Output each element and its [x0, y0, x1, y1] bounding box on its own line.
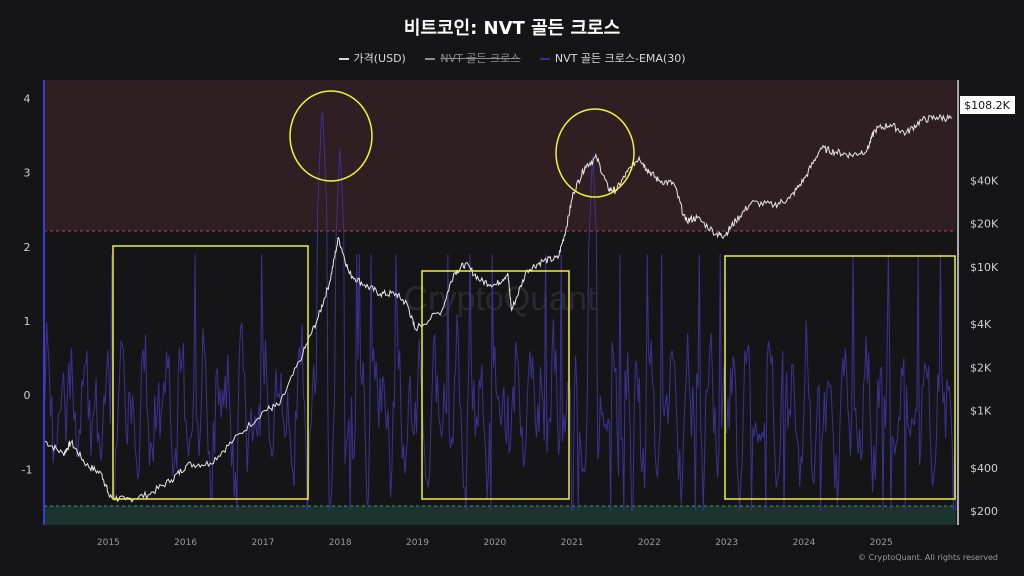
x-tick-label: 2017: [251, 538, 274, 548]
legend-swatch-price: [338, 58, 349, 60]
left-tick-label: 3: [24, 167, 31, 180]
x-tick-label: 2023: [715, 538, 738, 548]
copyright-credit: © CryptoQuant. All rights reserved: [858, 553, 998, 562]
right-tick-label: $2K: [970, 361, 992, 374]
x-tick-label: 2025: [870, 538, 893, 548]
legend-item-nvt[interactable]: NVT 골든 크로스: [425, 50, 520, 66]
left-axis-ticks: 4 3 2 1 0 -1: [22, 93, 33, 477]
x-tick-label: 2020: [483, 538, 506, 548]
x-tick-label: 2022: [638, 538, 661, 548]
price-label-box: [960, 96, 1015, 114]
highlight-circle-2017: [289, 90, 373, 182]
left-tick-label: 0: [24, 389, 31, 402]
legend-swatch-nvt: [425, 58, 436, 60]
legend-label-nvt-ema: NVT 골든 크로스-EMA(30): [554, 52, 686, 65]
left-tick-label: -1: [22, 463, 33, 476]
highlight-circle-2021: [555, 108, 635, 198]
nvt-ema-line: [43, 112, 957, 511]
price-line: [43, 113, 953, 503]
chart-title: 비트코인: NVT 골든 크로스: [403, 18, 621, 39]
right-tick-label: $400: [970, 462, 998, 475]
x-tick-label: 2019: [406, 538, 429, 548]
bottom-band: [44, 506, 956, 525]
highlight-box-2015: [112, 245, 309, 500]
x-axis-ticks: 2015 2016 2017 2018 2019 2020 2021 2022 2023 2024…: [97, 538, 893, 548]
nvt-ema-series: [43, 112, 957, 511]
right-tick-label: $20K: [970, 218, 999, 231]
legend-item-nvt-ema[interactable]: NVT 골든 크로스-EMA(30): [539, 50, 686, 66]
left-tick-label: 2: [24, 241, 31, 254]
highlight-box-2023: [724, 255, 956, 500]
legend-label-price: 가격(USD): [353, 52, 406, 65]
right-tick-label: $200: [970, 505, 998, 518]
right-tick-label: $1K: [970, 405, 992, 418]
x-tick-label: 2016: [174, 538, 197, 548]
x-tick-label: 2024: [792, 538, 815, 548]
price-series: [43, 113, 953, 503]
legend: 가격(USD) NVT 골든 크로스 NVT 골든 크로스-EMA(30): [0, 50, 1024, 66]
right-tick-label: $4K: [970, 318, 992, 331]
x-tick-label: 2015: [97, 538, 120, 548]
right-tick-label: $10K: [970, 261, 999, 274]
top-band: [44, 80, 956, 231]
watermark: CryptoQuant: [404, 280, 597, 318]
x-tick-label: 2018: [329, 538, 352, 548]
right-tick-label: $40K: [970, 174, 999, 187]
left-tick-label: 4: [24, 93, 31, 106]
legend-item-price[interactable]: 가격(USD): [338, 50, 406, 66]
x-tick-label: 2021: [561, 538, 584, 548]
highlight-box-2019: [421, 270, 570, 500]
legend-label-nvt: NVT 골든 크로스: [440, 52, 521, 65]
legend-swatch-nvt-ema: [539, 58, 550, 60]
left-tick-label: 1: [24, 315, 31, 328]
right-axis-ticks: $40K $20K $10K $4K $2K $1K $400 $200: [970, 174, 999, 518]
price-label: $108.2K: [964, 99, 1010, 112]
